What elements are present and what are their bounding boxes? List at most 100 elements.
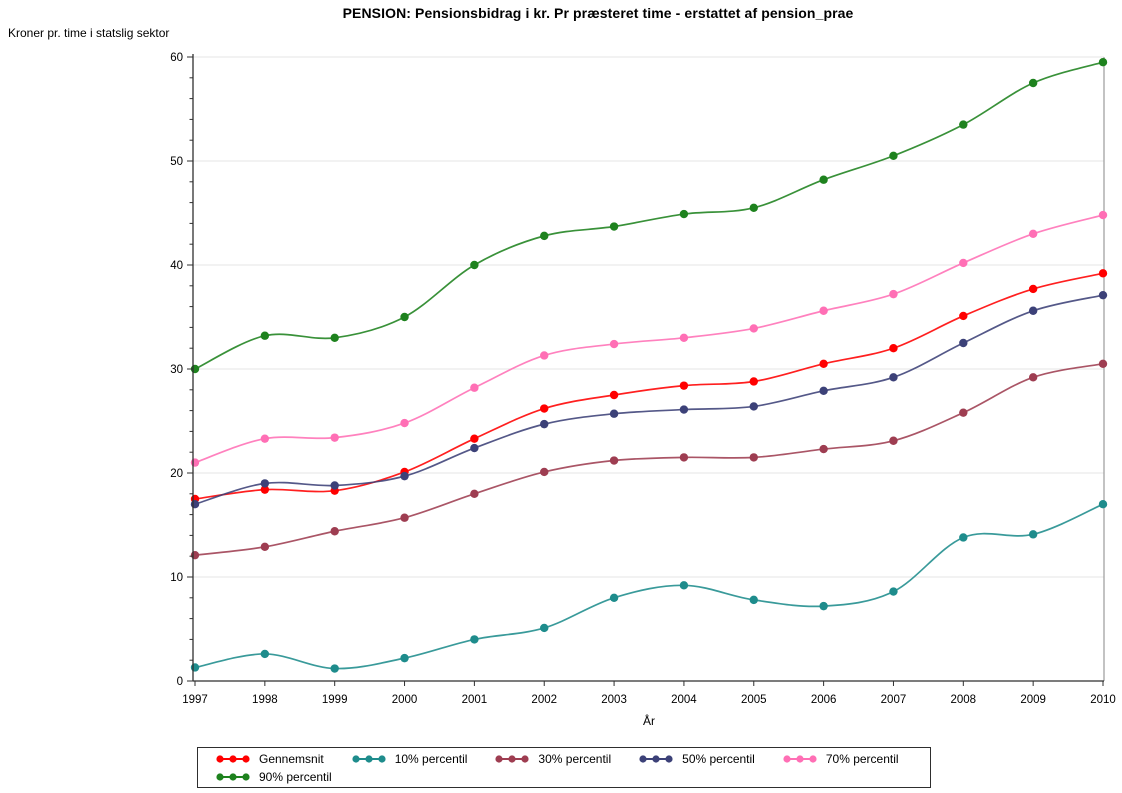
data-point-70-percentil: [190, 458, 200, 467]
y-tick-label: 20: [170, 468, 183, 480]
data-point-70-percentil: [819, 306, 828, 315]
data-point-gennemsnit: [889, 344, 898, 353]
data-point-90-percentil: [1028, 78, 1038, 88]
data-point-10-percentil: [609, 593, 619, 602]
data-point-30-percentil: [470, 489, 479, 498]
data-point-30-percentil: [540, 467, 549, 477]
data-point-50-percentil: [889, 373, 898, 382]
data-point-10-percentil: [540, 623, 549, 633]
data-point-10-percentil: [889, 587, 898, 596]
data-point-10-percentil: [959, 533, 968, 542]
legend-marker-dot: [521, 754, 530, 763]
data-point-70-percentil: [889, 289, 898, 299]
legend-label: 10% percentil: [394, 751, 468, 766]
data-point-50-percentil: [749, 402, 758, 411]
x-tick-label: 1999: [322, 694, 348, 706]
x-tick-label: 2003: [601, 694, 627, 706]
data-point-gennemsnit: [1098, 269, 1108, 278]
x-tick-label: 2008: [951, 694, 977, 706]
legend-item-50-percentil: 50% percentil: [637, 750, 755, 767]
legend-marker-dot: [242, 754, 250, 763]
y-tick-label: 60: [170, 52, 183, 64]
data-point-90-percentil: [540, 231, 549, 241]
legend-label: 70% percentil: [825, 751, 899, 766]
legend-marker-dot: [508, 754, 517, 763]
x-tick-label: 2006: [811, 694, 837, 706]
x-tick-label: 2009: [1020, 694, 1046, 706]
data-point-70-percentil: [749, 324, 758, 333]
legend-marker-dot: [796, 754, 804, 763]
legend-marker-dot: [495, 754, 504, 763]
legend-marker-dot: [665, 754, 673, 763]
data-point-10-percentil: [1028, 530, 1038, 539]
data-point-gennemsnit: [609, 390, 619, 400]
data-point-50-percentil: [330, 481, 339, 490]
legend-marker-dot: [352, 754, 360, 763]
data-point-70-percentil: [609, 339, 619, 349]
series-line-10-percentil: [194, 503, 1104, 670]
data-point-70-percentil: [1028, 229, 1038, 238]
data-point-50-percentil: [609, 409, 619, 418]
data-point-90-percentil: [819, 175, 828, 184]
data-point-50-percentil: [470, 443, 479, 453]
y-axis-unit-label: Kroner pr. time i statslig sektor: [8, 26, 170, 40]
data-point-90-percentil: [260, 331, 270, 340]
series-line-50-percentil: [194, 294, 1104, 506]
data-point-50-percentil: [260, 479, 270, 488]
data-point-gennemsnit: [959, 311, 968, 321]
legend-item-70-percentil: 70% percentil: [781, 750, 899, 767]
x-tick-label: 2005: [741, 694, 767, 706]
legend-item-gennemsnit: Gennemsnit: [214, 750, 324, 767]
legend-marker-icon: [783, 754, 817, 763]
legend-marker-dot: [216, 772, 224, 781]
data-point-30-percentil: [190, 550, 200, 560]
data-point-10-percentil: [330, 664, 339, 673]
data-point-90-percentil: [749, 203, 758, 212]
data-point-50-percentil: [190, 500, 200, 509]
data-point-30-percentil: [400, 513, 409, 522]
data-point-10-percentil: [819, 601, 828, 611]
y-tick-label: 40: [170, 260, 183, 272]
data-point-gennemsnit: [749, 377, 758, 386]
data-point-70-percentil: [540, 351, 549, 360]
y-tick-label: 10: [170, 572, 183, 584]
legend-marker-dot: [242, 772, 250, 781]
series-line-70-percentil: [194, 214, 1104, 464]
legend-marker-dot: [652, 754, 660, 763]
legend-label: 90% percentil: [259, 769, 332, 784]
data-point-10-percentil: [679, 581, 689, 590]
data-point-10-percentil: [470, 635, 479, 644]
data-point-50-percentil: [1098, 290, 1108, 300]
legend-label: Gennemsnit: [259, 751, 324, 766]
data-point-70-percentil: [959, 258, 968, 268]
legend-item-90-percentil: 90% percentil: [214, 768, 332, 785]
data-point-gennemsnit: [470, 434, 479, 443]
legend-marker-icon: [495, 754, 530, 763]
data-point-50-percentil: [1028, 306, 1038, 315]
data-point-90-percentil: [1098, 58, 1108, 67]
data-point-70-percentil: [330, 433, 339, 442]
data-point-gennemsnit: [679, 381, 689, 390]
data-point-gennemsnit: [260, 485, 270, 494]
y-tick-label: 50: [170, 156, 183, 168]
x-tick-label: 2001: [462, 694, 488, 706]
data-point-10-percentil: [1098, 500, 1108, 509]
data-point-90-percentil: [679, 209, 689, 219]
data-point-30-percentil: [260, 542, 270, 552]
data-point-50-percentil: [679, 405, 689, 414]
data-point-30-percentil: [1028, 373, 1038, 382]
data-point-70-percentil: [400, 418, 409, 428]
x-tick-label: 2004: [671, 694, 697, 706]
legend-marker-dot: [229, 754, 237, 763]
x-tick-label: 2000: [392, 694, 418, 706]
data-point-30-percentil: [330, 527, 339, 536]
data-point-70-percentil: [260, 434, 270, 443]
data-point-90-percentil: [330, 333, 339, 342]
data-point-50-percentil: [400, 471, 409, 481]
data-point-10-percentil: [190, 663, 200, 672]
data-point-70-percentil: [1098, 210, 1108, 220]
legend-item-10-percentil: 10% percentil: [350, 750, 468, 767]
data-point-30-percentil: [749, 453, 758, 462]
data-point-30-percentil: [609, 456, 619, 465]
